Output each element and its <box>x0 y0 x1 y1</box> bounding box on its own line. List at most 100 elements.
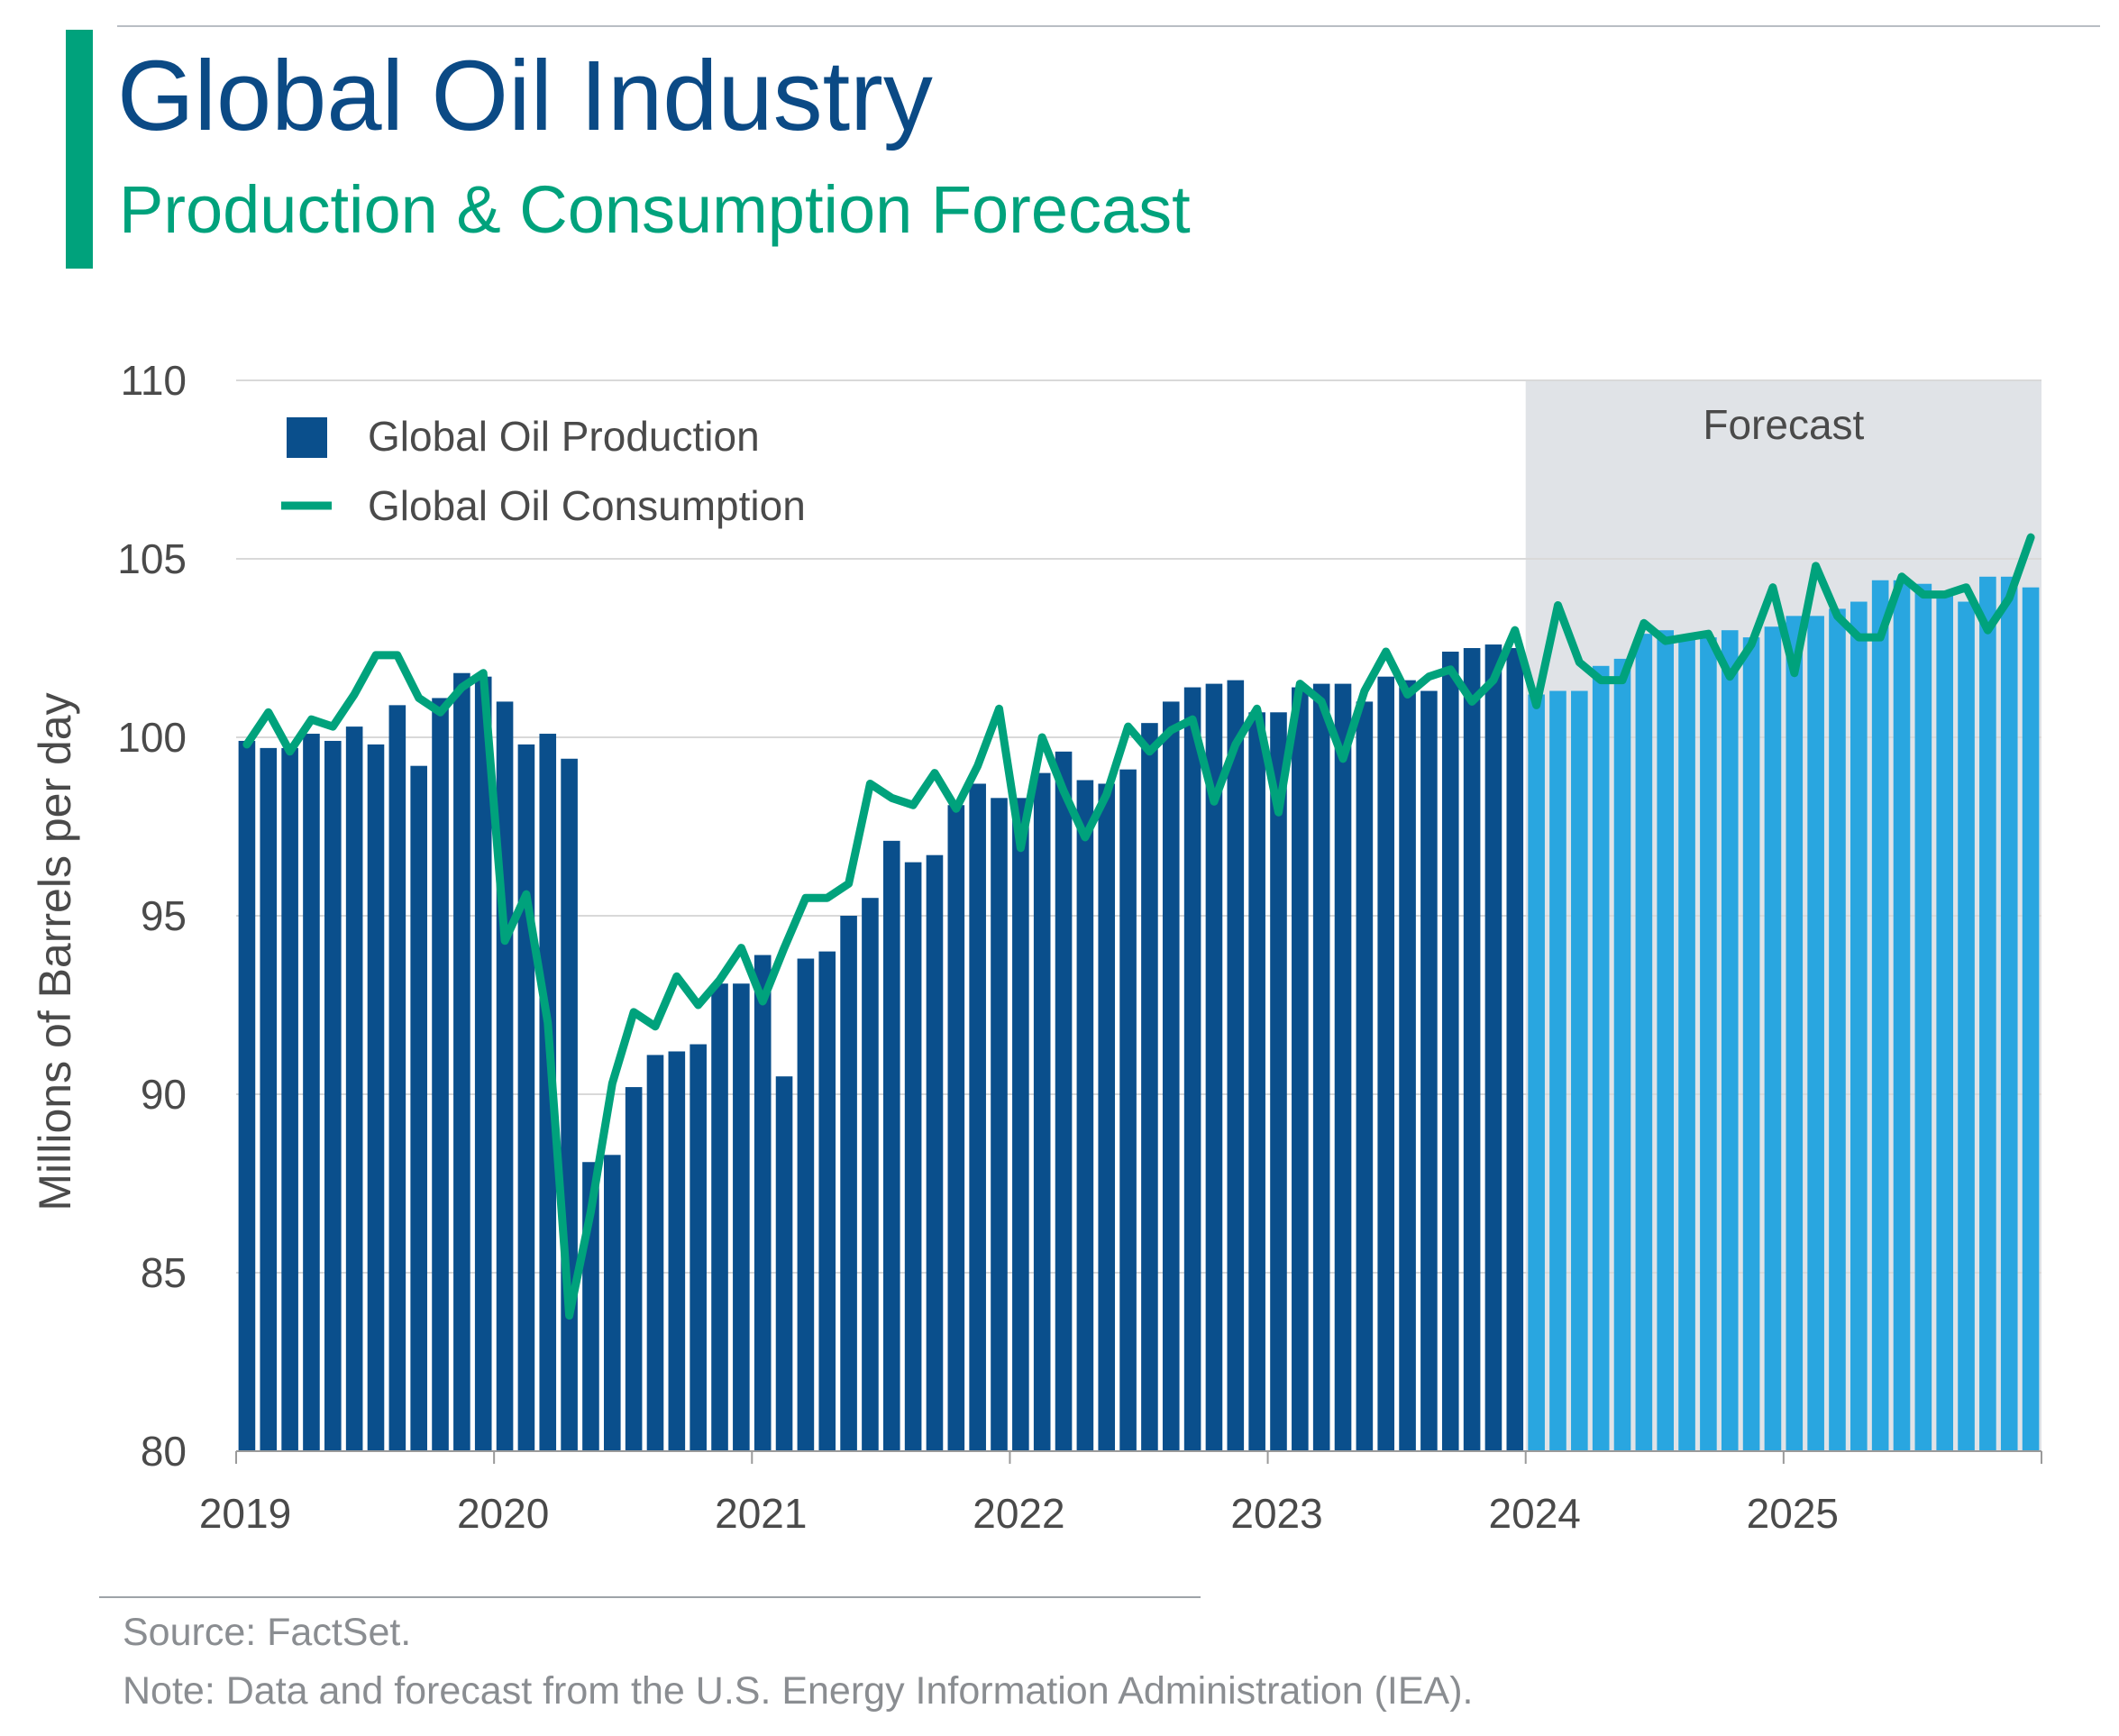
consumption-line-layer <box>242 533 2035 1320</box>
production-bar <box>281 747 298 1451</box>
production-bar <box>754 955 772 1451</box>
production-bar <box>625 1087 643 1451</box>
production-bar <box>496 701 514 1451</box>
title-accent-bar <box>66 30 93 269</box>
page-subtitle: Production & Consumption Forecast <box>119 172 1191 247</box>
production-bar <box>517 744 535 1451</box>
production-bar <box>432 698 449 1451</box>
y-tick-label: 85 <box>141 1249 187 1296</box>
production-bar <box>388 705 406 1451</box>
x-tick-label: 2024 <box>1489 1490 1581 1537</box>
production-bar <box>367 744 385 1451</box>
x-tick-label: 2020 <box>457 1490 549 1537</box>
axes: 80 85 90 95 100 105 110 2019 2020 2021 2022 2023 202… <box>30 357 2042 1537</box>
production-bar <box>1807 616 1824 1451</box>
production-bar <box>1914 583 1932 1451</box>
y-axis-title: Millions of Barrels per day <box>30 692 80 1211</box>
production-bar <box>474 676 492 1451</box>
production-bars <box>238 576 2040 1451</box>
production-bar <box>410 765 427 1451</box>
production-bar <box>539 734 557 1451</box>
top-divider <box>117 25 2100 27</box>
production-bar <box>1786 616 1804 1451</box>
production-bar <box>1506 648 1524 1451</box>
production-bar <box>840 916 857 1451</box>
production-bar <box>646 1055 664 1451</box>
production-bar <box>711 983 728 1451</box>
production-bar <box>603 1155 621 1451</box>
production-bar <box>1700 637 1717 1451</box>
production-bar <box>1356 701 1374 1451</box>
production-bar <box>882 840 900 1451</box>
production-bar <box>1033 772 1051 1451</box>
x-tick-label: 2019 <box>199 1490 291 1537</box>
production-bar <box>1463 648 1481 1451</box>
production-bar <box>991 798 1008 1451</box>
production-bar <box>1721 630 1739 1451</box>
x-tick-label: 2021 <box>715 1490 807 1537</box>
y-tick-label: 95 <box>141 892 187 939</box>
production-bar <box>1893 580 1911 1451</box>
production-bar <box>2000 576 2018 1451</box>
production-bar <box>1076 780 1094 1451</box>
production-bar <box>303 734 320 1451</box>
production-bar <box>1312 683 1330 1451</box>
production-bar <box>1012 798 1029 1451</box>
production-bar <box>1742 637 1760 1451</box>
production-bar <box>345 726 363 1451</box>
production-bar <box>1657 630 1675 1451</box>
production-bar <box>1635 634 1653 1451</box>
production-bar <box>690 1044 707 1451</box>
production-bar <box>1678 637 1695 1451</box>
production-bar <box>1055 751 1073 1451</box>
production-bar <box>1484 644 1502 1451</box>
legend-swatch-production <box>287 417 327 458</box>
production-bar <box>1441 651 1459 1451</box>
production-bar <box>926 854 944 1451</box>
production-bar <box>324 740 342 1451</box>
production-bar <box>1098 783 1116 1451</box>
x-tick-label: 2025 <box>1747 1490 1839 1537</box>
production-bar <box>969 783 986 1451</box>
production-bar <box>453 672 470 1451</box>
production-bar <box>1764 626 1782 1451</box>
x-tick-label: 2022 <box>973 1490 1064 1537</box>
production-bar <box>1248 712 1265 1451</box>
y-tick-label: 80 <box>141 1428 187 1475</box>
production-bar <box>1377 676 1395 1451</box>
production-bar <box>1850 601 1868 1451</box>
data-note: Note: Data and forecast from the U.S. En… <box>123 1669 1474 1713</box>
production-bar <box>260 747 278 1451</box>
forecast-label: Forecast <box>1703 401 1864 448</box>
y-tick-label: 100 <box>117 714 187 761</box>
source-note: Source: FactSet. <box>123 1611 412 1654</box>
consumption-line <box>242 533 2035 1320</box>
y-tick-label: 110 <box>121 357 187 404</box>
production-bar <box>1936 590 1953 1451</box>
production-bar <box>1571 690 1588 1451</box>
production-bar <box>862 898 879 1451</box>
page-title: Global Oil Industry <box>117 41 933 151</box>
production-bar <box>1829 608 1846 1451</box>
production-bar <box>1549 690 1566 1451</box>
legend-label-production: Global Oil Production <box>368 413 760 460</box>
production-bar <box>1183 687 1201 1451</box>
production-bar <box>904 862 922 1451</box>
production-bar <box>238 740 256 1451</box>
production-bar <box>668 1051 686 1451</box>
production-bar <box>1613 658 1631 1451</box>
production-bar <box>775 1076 793 1451</box>
production-bar <box>1119 769 1137 1451</box>
production-bar <box>1162 701 1180 1451</box>
production-bar <box>1205 683 1223 1451</box>
production-bar <box>1141 723 1158 1451</box>
y-tick-label: 90 <box>141 1071 187 1118</box>
production-bar <box>1420 690 1438 1451</box>
production-bar <box>1592 665 1610 1451</box>
y-tick-label: 105 <box>117 535 187 582</box>
x-tick-label: 2023 <box>1230 1490 1322 1537</box>
footer-divider <box>99 1596 1201 1598</box>
production-bar <box>1270 712 1287 1451</box>
production-bar <box>561 758 578 1451</box>
